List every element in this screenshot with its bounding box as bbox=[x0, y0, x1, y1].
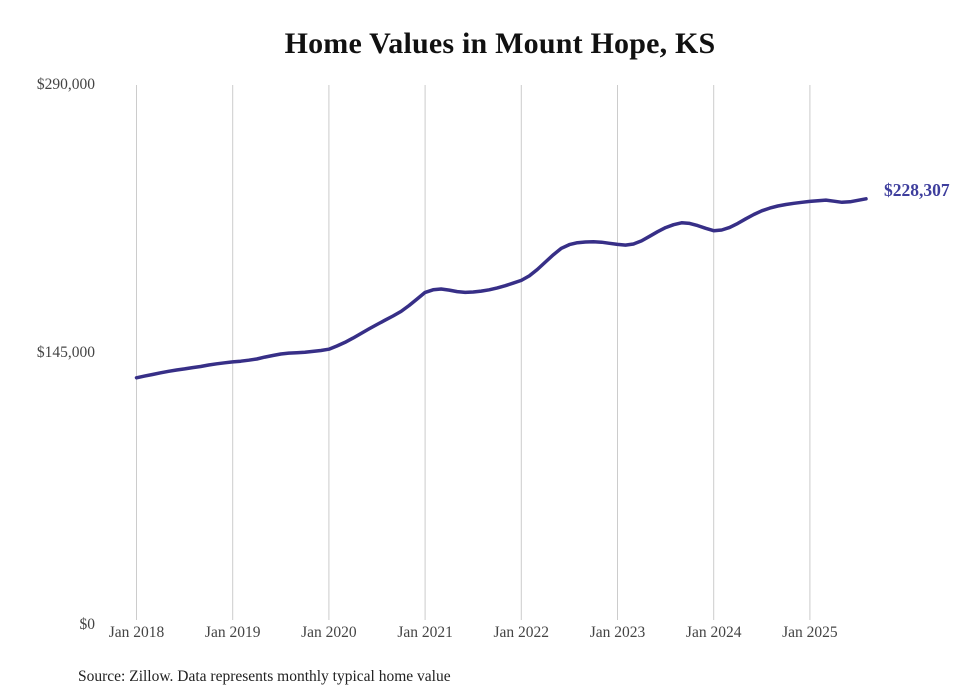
x-axis-label-jan-2024: Jan 2024 bbox=[685, 624, 742, 641]
chart-title: Home Values in Mount Hope, KS bbox=[284, 27, 716, 60]
source-note: Source: Zillow. Data represents monthly … bbox=[78, 668, 451, 685]
gridlines-group bbox=[136, 85, 811, 620]
y-axis-tick-0: $0 bbox=[79, 616, 96, 633]
x-axis-label-jan-2022: Jan 2022 bbox=[493, 624, 550, 641]
x-axis-label-jan-2021: Jan 2021 bbox=[397, 624, 453, 641]
x-axis-label-jan-2020: Jan 2020 bbox=[301, 624, 357, 641]
y-axis-tick-145000: $145,000 bbox=[36, 344, 95, 361]
y-axis-tick-290000: $290,000 bbox=[36, 76, 95, 93]
home-value-line bbox=[134, 197, 868, 380]
latest-value-label: $228,307 bbox=[884, 179, 950, 200]
x-axis-label-jan-2018: Jan 2018 bbox=[108, 624, 165, 641]
x-axis-label-jan-2023: Jan 2023 bbox=[589, 624, 646, 641]
x-axis-label-jan-2025: Jan 2025 bbox=[782, 624, 838, 641]
x-axis-label-jan-2019: Jan 2019 bbox=[204, 624, 261, 641]
